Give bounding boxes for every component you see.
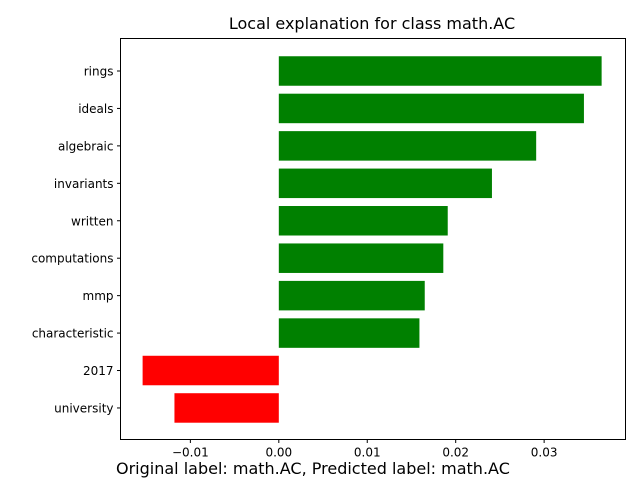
plot-frame	[120, 38, 626, 440]
y-tick-label: written	[71, 214, 113, 228]
bar-characteristic	[278, 318, 420, 348]
bar-university	[174, 393, 279, 423]
x-tick-label: 0.03	[531, 446, 558, 460]
bar-ideals	[278, 93, 584, 124]
y-tick-label: computations	[31, 252, 113, 266]
y-tick-label: algebraic	[58, 139, 114, 153]
chart-title: Local explanation for class math.AC	[229, 14, 515, 33]
bar-rings	[278, 56, 602, 86]
bar-2017	[142, 355, 279, 386]
bar-written	[278, 206, 448, 236]
y-tick-label: 2017	[83, 364, 114, 378]
bar-mmp	[278, 280, 425, 311]
x-tick-label: 0.01	[354, 446, 381, 460]
bar-invariants	[278, 168, 492, 199]
y-tick-label: university	[54, 401, 113, 415]
y-tick-label: rings	[84, 65, 114, 79]
bar-computations	[278, 243, 444, 273]
bar-algebraic	[278, 131, 537, 161]
x-tick-label: 0.02	[442, 446, 469, 460]
y-tick-label: characteristic	[32, 327, 114, 341]
y-tick-label: mmp	[83, 289, 114, 303]
y-tick-label: ideals	[78, 102, 113, 116]
prediction-caption: Original label: math.AC, Predicted label…	[116, 459, 510, 478]
y-tick-label: invariants	[54, 177, 114, 191]
x-tick-label: 0.00	[265, 446, 292, 460]
x-tick-label: −0.01	[172, 446, 209, 460]
